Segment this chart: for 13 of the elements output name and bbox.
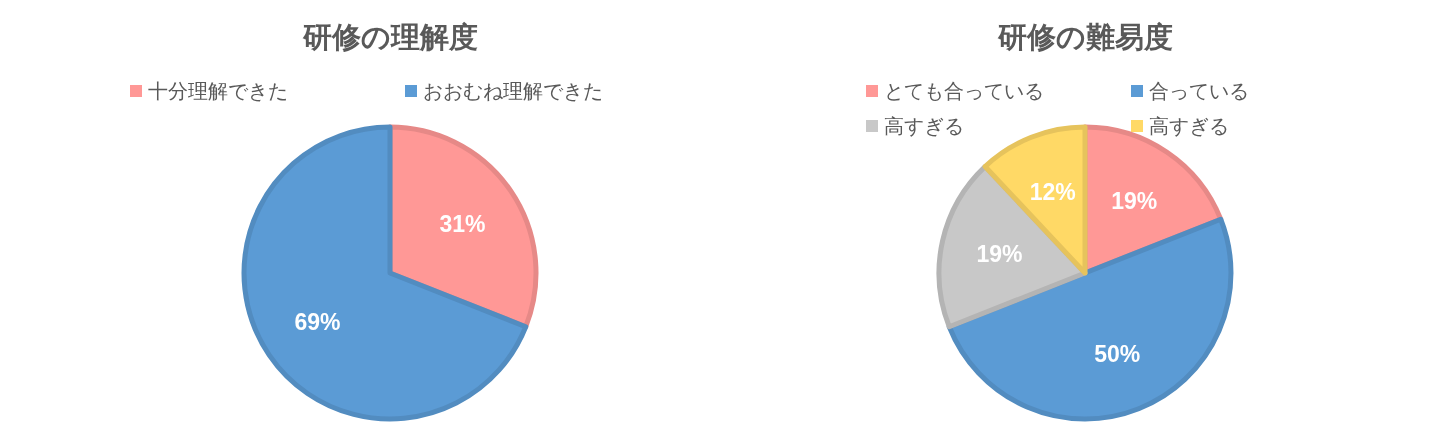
chart-title: 研修の難易度 [996,20,1173,54]
data-label: 31% [439,210,486,237]
chart-title: 研修の理解度 [301,20,478,54]
legend-label: 十分理解できた [148,79,288,103]
data-label: 19% [1111,187,1158,214]
legend-label: 高すぎる [1149,114,1229,138]
legend-label: 合っている [1149,79,1249,103]
legend-label: とても合っている [884,79,1044,103]
legend-label: 高すぎる [884,114,964,138]
data-label: 12% [1029,178,1076,205]
data-label: 50% [1094,341,1141,368]
legend-label: おおむね理解できた [423,79,603,103]
data-label: 69% [294,309,341,336]
